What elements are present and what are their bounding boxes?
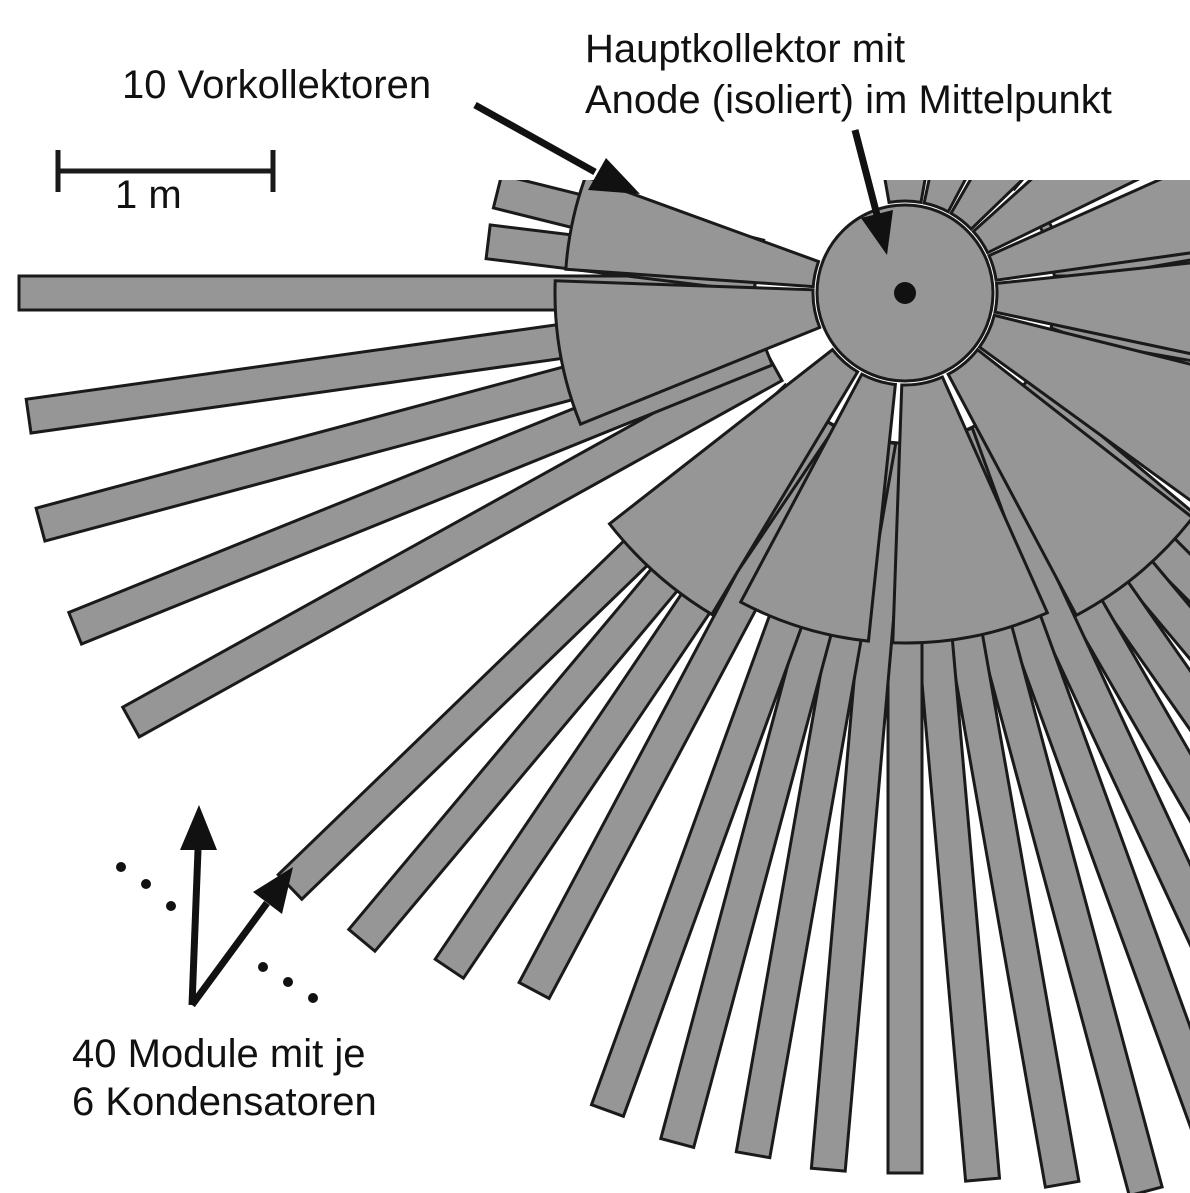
arrow-vorkollektoren	[473, 101, 640, 194]
precollector-sector	[564, 180, 821, 289]
precollector-sector	[607, 347, 860, 617]
precollector-sector	[977, 313, 1190, 502]
precollector-sector	[946, 347, 1190, 618]
precollector-sector	[993, 261, 1190, 356]
module-strip	[120, 348, 785, 739]
precollector-sector	[971, 180, 1141, 255]
arrow-module-2	[189, 867, 293, 1008]
precollector-sector	[987, 180, 1190, 282]
module-strip	[888, 133, 922, 143]
precollector-sector	[883, 180, 927, 205]
module-strip	[809, 439, 911, 1173]
label-module-line1: 40 Module mit je	[72, 1032, 365, 1076]
label-hauptkollektor-line1: Hauptkollektor mit	[585, 27, 905, 71]
label-module-line2: 6 Kondensatoren	[72, 1080, 377, 1124]
collector-assembly	[17, 133, 1190, 1193]
label-hauptkollektor-line2: Anode (isoliert) im Mittelpunkt	[585, 78, 1112, 122]
annotation-arrows	[180, 101, 893, 1008]
anode-dot	[894, 282, 916, 304]
precollector-sector	[891, 375, 1050, 645]
module-strip	[940, 137, 975, 158]
precollector-sector	[738, 372, 898, 643]
ellipsis-dots	[116, 862, 318, 1003]
label-scale: 1 m	[115, 173, 182, 217]
precollector-sector	[948, 180, 1025, 232]
precollector-sectors	[553, 180, 1190, 645]
scale-bar	[55, 150, 276, 192]
precollector-sector	[922, 180, 967, 214]
label-vorkollektoren: 10 Vorkollektoren	[122, 63, 431, 107]
arrow-module-1	[180, 805, 217, 1006]
arrow-hauptkollektor	[851, 129, 893, 255]
precollector-sector	[553, 279, 822, 427]
